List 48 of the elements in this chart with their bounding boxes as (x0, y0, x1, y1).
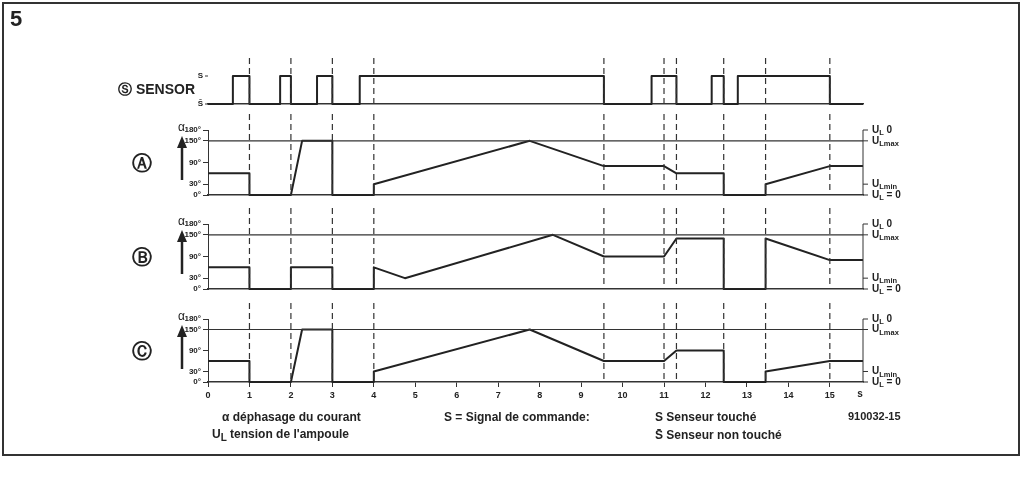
y-tick-label: 30° (188, 366, 201, 376)
x-tick-label: 9 (578, 389, 584, 400)
x-axis-title: s (857, 387, 864, 399)
x-tick-label: 6 (454, 389, 460, 400)
x-tick-label: 14 (783, 389, 794, 400)
y-axis-title: α (178, 214, 185, 228)
y-tick-label: 30° (188, 179, 201, 189)
x-tick-label: 12 (700, 389, 711, 400)
y-tick-label: 90° (188, 345, 201, 355)
y-tick-label: 180° (184, 314, 201, 324)
text: 910032-15 (848, 410, 901, 422)
y-axis-title: α (178, 120, 185, 134)
x-tick-label: 15 (824, 389, 835, 400)
text: S Senseur touché (655, 410, 757, 424)
y-tick-label: 180° (184, 125, 201, 135)
y-tick-label: 150° (184, 230, 201, 240)
text: Ⓐ (132, 150, 152, 176)
x-tick-label: 4 (371, 389, 377, 400)
x-tick-label: 10 (617, 389, 628, 400)
text: α déphasage du courant (222, 410, 361, 424)
y-tick-label: 30° (188, 273, 201, 283)
text: 5 (10, 6, 23, 32)
y-tick-label: 90° (188, 157, 201, 167)
x-tick-label: 1 (246, 389, 252, 400)
y-tick-label: 150° (184, 324, 201, 334)
text: S (197, 71, 204, 81)
x-tick-label: 0 (205, 389, 211, 400)
x-tick-label: 5 (412, 389, 418, 400)
x-tick-label: 2 (288, 389, 294, 400)
y-axis-title: α (178, 309, 185, 323)
text: Ⓑ (132, 244, 152, 270)
y-tick-label: 0° (193, 284, 201, 294)
y-tick-label: 0° (193, 190, 201, 200)
text: Ⓒ (132, 338, 152, 364)
y-tick-label: 0° (193, 377, 201, 387)
y-tick-label: 180° (184, 219, 201, 229)
x-tick-label: 13 (741, 389, 752, 400)
x-tick-label: 8 (537, 389, 543, 400)
text: S̄ (197, 99, 204, 109)
text: U$_{L}$ tension de l'ampoule (212, 427, 349, 444)
x-tick-label: 3 (329, 389, 335, 400)
x-tick-label: 7 (495, 389, 501, 400)
y-tick-label: 150° (184, 136, 201, 146)
y-tick-label: 90° (188, 251, 201, 261)
x-tick-label: 11 (659, 389, 669, 400)
chart-title: Ⓢ SENSOR (118, 81, 196, 99)
text: S = Signal de commande: (444, 410, 590, 424)
text: S̄ Senseur non touché (655, 428, 782, 442)
